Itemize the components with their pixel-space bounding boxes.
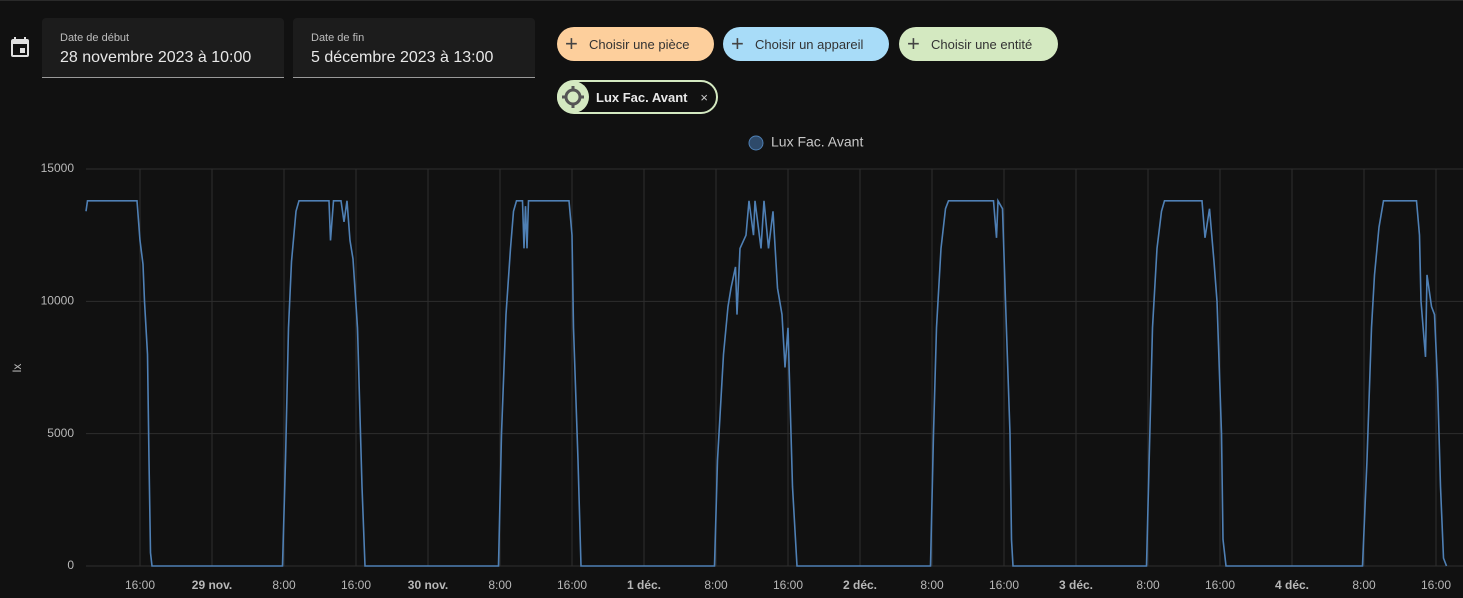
field-value: 5 décembre 2023 à 13:00 [311,49,494,66]
x-tick-label: 16:00 [1421,578,1451,592]
legend-swatch [748,135,764,151]
x-tick-label: 16:00 [125,578,155,592]
x-tick-label: 16:00 [341,578,371,592]
chip-icon [557,81,589,113]
field-label: Date de début [60,32,130,44]
button-label: Choisir un appareil [755,36,864,52]
area-button[interactable]: + Choisir une pièce [557,27,714,61]
x-tick-label: 16:00 [557,578,587,592]
calendar-icon[interactable] [8,36,32,60]
end-date-field[interactable]: Date de fin 5 décembre 2023 à 13:00 [293,18,535,78]
x-tick-label: 8:00 [1352,578,1376,592]
x-tick-label: 1 déc. [627,578,661,592]
chip-remove[interactable]: × [700,89,708,105]
y-tick-label: 15000 [41,161,75,175]
field-value: 28 novembre 2023 à 10:00 [60,49,252,66]
x-tick-label: 8:00 [272,578,296,592]
button-label: Choisir une pièce [589,36,690,52]
plus-icon: + [565,31,578,56]
y-axis-title: lx [10,364,24,373]
y-tick-label: 10000 [41,294,75,308]
entity-chip: Lux Fac. Avant × [557,80,718,114]
plus-icon: + [731,31,744,56]
y-tick-label: 5000 [47,426,74,440]
entity-button[interactable]: + Choisir une entité [899,27,1058,61]
plus-icon: + [907,31,920,56]
field-label: Date de fin [311,32,365,44]
x-tick-label: 2 déc. [843,578,877,592]
x-tick-label: 30 nov. [408,578,448,592]
device-button[interactable]: + Choisir un appareil [723,27,889,61]
button-label: Choisir une entité [931,36,1033,52]
legend-label: Lux Fac. Avant [771,134,863,150]
x-tick-label: 8:00 [920,578,944,592]
start-date-field[interactable]: Date de début 28 novembre 2023 à 10:00 [42,18,284,78]
chip-label: Lux Fac. Avant [596,89,688,105]
x-tick-label: 8:00 [704,578,728,592]
x-tick-label: 3 déc. [1059,578,1093,592]
x-tick-label: 16:00 [1205,578,1235,592]
x-tick-label: 4 déc. [1275,578,1309,592]
x-tick-label: 8:00 [488,578,512,592]
x-tick-label: 16:00 [773,578,803,592]
x-tick-label: 29 nov. [192,578,232,592]
x-tick-label: 16:00 [989,578,1019,592]
x-tick-label: 8:00 [1136,578,1160,592]
legend-item: Lux Fac. Avant [748,134,863,151]
data-line [85,197,1448,567]
y-tick-label: 0 [67,558,74,572]
